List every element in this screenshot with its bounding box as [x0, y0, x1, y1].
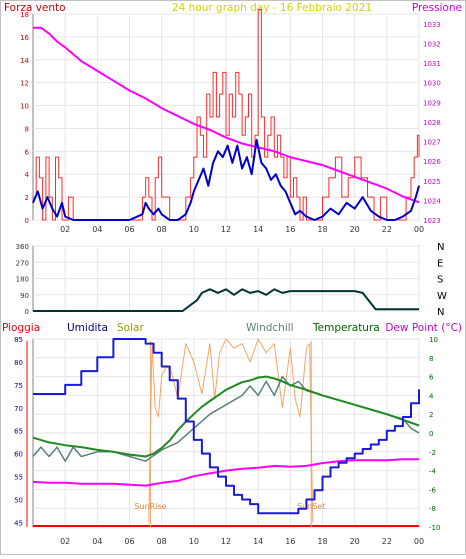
wind-x-tick: 00 [414, 225, 424, 234]
temp-x-tick: 08 [157, 537, 167, 546]
temp-y-tick: 0 [429, 430, 433, 438]
wind-x-tick: 18 [317, 225, 327, 234]
compass-label: W [437, 291, 447, 302]
windchill-label: Windchill [246, 322, 294, 334]
temp-x-tick: 22 [382, 537, 392, 546]
wind-x-tick: 04 [92, 225, 102, 234]
temp-y-tick: -2 [429, 449, 436, 457]
wind-y-tick: 8 [25, 125, 29, 133]
temp-y-tick: 6 [429, 374, 434, 382]
solar-line [148, 338, 314, 523]
wind-y-tick: 14 [20, 57, 29, 65]
wind-y-tick: 10 [20, 103, 29, 111]
temp-y-tick: -8 [429, 505, 436, 513]
humidity-y-tick: 85 [14, 336, 23, 344]
humidity-y-tick: 70 [14, 405, 23, 413]
wind-y-tick: 6 [25, 148, 30, 156]
humidity-y-tick: 80 [14, 359, 23, 367]
direction-line [33, 288, 419, 312]
direction-y-tick: 0 [25, 308, 29, 316]
wind-x-tick: 10 [189, 225, 199, 234]
rain-label: Pioggia [2, 322, 40, 334]
wind-label: Forza vento [4, 2, 66, 14]
wind-y-tick: 2 [25, 194, 29, 202]
temp-x-tick: 02 [60, 537, 70, 546]
pressure-y-tick: 1028 [423, 119, 441, 127]
compass-label: N [437, 307, 444, 318]
humidity-line [33, 338, 420, 515]
pressure-y-tick: 1033 [423, 21, 441, 29]
pressure-y-tick: 1024 [423, 197, 441, 205]
wind-avg-line [32, 138, 420, 221]
solar-label: Solar [117, 322, 144, 334]
wind-y-tick: 4 [25, 171, 30, 179]
temp-y-tick: 10 [429, 336, 438, 344]
compass-label: S [437, 275, 443, 286]
temp-y-tick: 4 [429, 392, 434, 400]
temp-y-tick: 8 [429, 355, 433, 363]
humidity-label: Umidita [67, 322, 108, 334]
pressure-y-tick: 1031 [423, 60, 441, 68]
temp-x-tick: 12 [221, 537, 231, 546]
temp-x-tick: 06 [124, 537, 134, 546]
humidity-y-tick: 65 [14, 428, 23, 436]
compass-label: E [437, 258, 443, 269]
temp-x-tick: 16 [285, 537, 295, 546]
wind-x-tick: 22 [382, 225, 392, 234]
direction-y-tick: 90 [20, 292, 29, 300]
pressure-y-tick: 1027 [423, 139, 441, 147]
compass-label: N [437, 242, 444, 253]
wind-y-tick: 18 [20, 11, 29, 19]
wind-x-tick: 12 [221, 225, 231, 234]
pressure-y-tick: 1025 [423, 178, 441, 186]
temp-x-tick: 00 [414, 537, 424, 546]
pressure-y-tick: 1026 [423, 158, 441, 166]
wind-x-tick: 08 [157, 225, 167, 234]
humidity-y-tick: 60 [14, 451, 23, 459]
dewpoint-label: Dew Point (°C) [385, 322, 462, 334]
wind-x-tick: 16 [285, 225, 295, 234]
sunset-label: SunSet [297, 502, 325, 511]
pressure-y-tick: 1032 [423, 40, 441, 48]
wind-y-tick: 16 [20, 34, 29, 42]
wind-x-tick: 20 [350, 225, 360, 234]
humidity-y-tick: 55 [14, 474, 23, 482]
pressure-y-tick: 1023 [423, 217, 441, 225]
temp-y-tick: -6 [429, 486, 437, 494]
wind-x-tick: 02 [60, 225, 70, 234]
wind-y-tick: 12 [20, 80, 29, 88]
humidity-y-tick: 75 [14, 382, 23, 390]
pressure-line [33, 26, 420, 204]
humidity-y-tick: 45 [14, 519, 23, 527]
humidity-y-tick: 50 [14, 496, 23, 504]
dewpoint-line [32, 458, 419, 487]
pressure-y-tick: 1029 [423, 99, 441, 107]
sunrise-label: SunRise [134, 502, 166, 511]
temp-y-tick: -4 [429, 468, 437, 476]
temp-x-tick: 10 [189, 537, 199, 546]
temp-y-tick: 2 [429, 411, 433, 419]
wind-x-tick: 06 [124, 225, 134, 234]
direction-y-tick: 360 [16, 243, 29, 251]
temp-y-tick: -10 [429, 524, 440, 532]
pressure-y-tick: 1030 [423, 80, 441, 88]
direction-y-tick: 270 [16, 259, 29, 267]
temperature-label: Temperatura [312, 322, 380, 334]
temp-x-tick: 18 [317, 537, 327, 546]
direction-y-tick: 180 [16, 276, 29, 284]
pressure-label: Pressione [412, 2, 462, 14]
temp-x-tick: 14 [253, 537, 263, 546]
temp-x-tick: 04 [92, 537, 102, 546]
wind-y-tick: 0 [25, 217, 29, 225]
wind-x-tick: 14 [253, 225, 263, 234]
temperature-line [32, 375, 420, 458]
chart-title: 24 hour graph day - 16 Febbraio 2021 [172, 2, 372, 14]
temp-x-tick: 20 [350, 537, 360, 546]
